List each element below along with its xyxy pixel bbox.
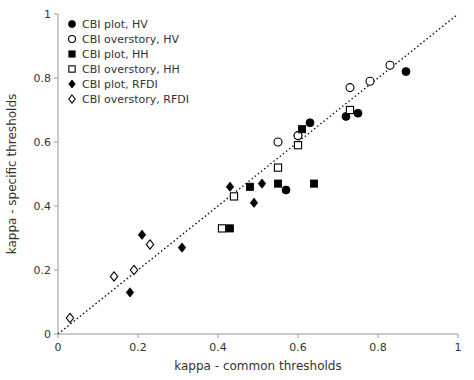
point <box>226 182 233 191</box>
x-tick-label: 0.6 <box>289 341 307 354</box>
legend-marker <box>69 51 75 57</box>
x-tick <box>458 334 459 338</box>
legend-label: CBI plot, HH <box>82 48 149 61</box>
point <box>178 243 185 252</box>
legend-label: CBI plot, HV <box>82 18 148 31</box>
point <box>66 313 73 322</box>
y-axis-label: kappa - specific thresholds <box>5 94 19 255</box>
point <box>250 198 257 207</box>
point <box>126 288 133 297</box>
legend-label: CBI plot, RFDI <box>82 78 158 91</box>
point <box>138 230 145 239</box>
point <box>110 272 117 281</box>
x-tick-label: 0 <box>55 341 62 354</box>
point <box>130 265 137 274</box>
point <box>218 225 225 232</box>
x-tick <box>58 334 59 338</box>
legend-marker <box>69 36 76 43</box>
y-tick-label: 0.4 <box>34 200 52 213</box>
legend-label: CBI overstory, HV <box>82 33 180 46</box>
point <box>274 180 281 187</box>
legend-marker <box>69 66 75 72</box>
point <box>354 109 362 117</box>
y-tick-label: 0.6 <box>34 136 52 149</box>
point <box>366 77 374 85</box>
y-tick-label: 0 <box>44 328 51 341</box>
y-tick <box>54 270 58 271</box>
point <box>226 225 233 232</box>
y-tick-label: 0.2 <box>34 264 52 277</box>
chart: 0 0.2 0.4 0.6 0.8 1 0 0.2 0.4 0.6 0.8 1 kappa - comm… <box>0 0 474 380</box>
legend: CBI plot, HV CBI overstory, HV CBI plot, H… <box>69 18 189 106</box>
point <box>402 68 410 76</box>
y-tick <box>54 14 58 15</box>
point <box>282 186 290 194</box>
y-tick <box>54 142 58 143</box>
point <box>306 119 314 127</box>
point <box>294 142 301 149</box>
y-tick <box>54 334 58 335</box>
x-tick <box>138 334 139 338</box>
x-axis-line <box>58 334 458 335</box>
x-tick <box>298 334 299 338</box>
plot-area <box>58 14 458 334</box>
y-tick-label: 0.8 <box>34 72 52 85</box>
y-tick <box>54 78 58 79</box>
point <box>298 126 305 133</box>
point <box>346 84 354 92</box>
x-axis-label: kappa - common thresholds <box>174 359 341 373</box>
point <box>146 240 153 249</box>
point <box>310 180 317 187</box>
point <box>246 183 253 190</box>
x-tick-label: 0.2 <box>129 341 147 354</box>
x-tick-label: 0.4 <box>209 341 227 354</box>
point <box>346 106 353 113</box>
x-tick <box>218 334 219 338</box>
point <box>274 164 281 171</box>
point <box>258 179 265 188</box>
point <box>274 138 282 146</box>
legend-label: CBI overstory, RFDI <box>82 93 189 106</box>
legend-label: CBI overstory, HH <box>82 63 180 76</box>
legend-marker <box>69 95 75 103</box>
legend-marker <box>69 21 76 28</box>
page: {"chart_data": { "type": "scatter", "xla… <box>0 0 474 380</box>
x-tick <box>378 334 379 338</box>
point <box>230 193 237 200</box>
x-tick-label: 1 <box>455 341 462 354</box>
point <box>386 61 394 69</box>
y-tick <box>54 206 58 207</box>
reference-line <box>58 14 458 334</box>
legend-marker <box>69 80 75 88</box>
x-tick-label: 0.8 <box>369 341 387 354</box>
y-axis-line <box>58 14 59 334</box>
y-tick-label: 1 <box>44 8 51 21</box>
